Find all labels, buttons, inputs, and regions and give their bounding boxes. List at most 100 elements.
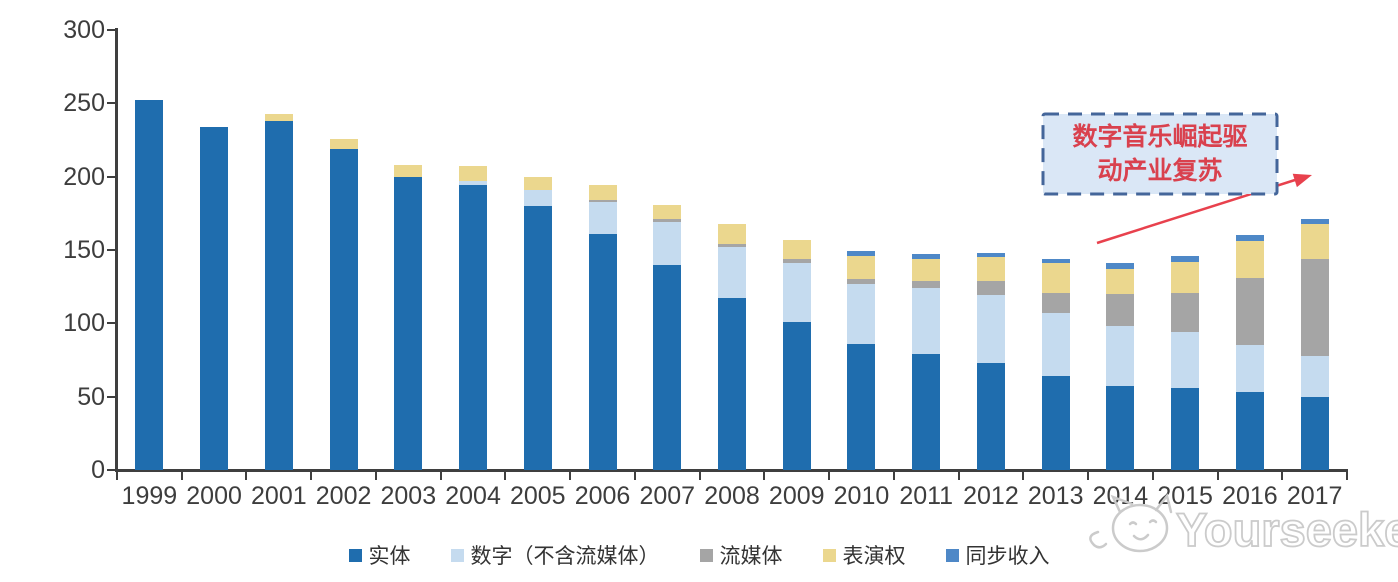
legend-marker bbox=[699, 548, 713, 562]
y-axis-label: 300 bbox=[63, 16, 105, 44]
bar-segment bbox=[329, 138, 358, 149]
bar-segment bbox=[394, 176, 423, 470]
bar-segment bbox=[1300, 396, 1329, 470]
y-axis-tick bbox=[107, 249, 117, 251]
watermark-text: Yourseeker bbox=[1176, 503, 1398, 556]
bar-segment bbox=[1106, 263, 1135, 270]
bar-segment bbox=[847, 283, 876, 344]
x-axis-label: 2011 bbox=[899, 482, 954, 510]
bar-segment bbox=[523, 176, 552, 190]
x-axis-tick bbox=[763, 472, 766, 480]
y-axis-label: 100 bbox=[63, 309, 105, 338]
bar-segment bbox=[394, 164, 423, 177]
x-axis-tick bbox=[1151, 472, 1154, 480]
watermark: Yourseeker bbox=[1089, 493, 1398, 557]
legend-item: 流媒体 bbox=[699, 540, 783, 570]
watermark-logo-icon bbox=[1089, 493, 1173, 553]
legend: 实体 数字（不含流媒体） 流媒体 表演权 同步收入 bbox=[0, 540, 1398, 570]
bar-segment bbox=[912, 288, 941, 355]
bar-segment bbox=[200, 126, 229, 470]
bar-segment bbox=[847, 279, 876, 284]
x-axis-tick bbox=[374, 472, 377, 480]
bar-segment bbox=[1041, 313, 1070, 377]
bar-segment bbox=[653, 219, 682, 223]
legend-label: 表演权 bbox=[842, 545, 906, 568]
x-axis-tick bbox=[1022, 472, 1025, 480]
x-axis-tick bbox=[245, 472, 248, 480]
x-axis-tick bbox=[698, 472, 701, 480]
x-axis-label: 2004 bbox=[445, 482, 501, 510]
annotation-line-1: 数字音乐崛起驱 bbox=[1072, 123, 1248, 151]
bar-segment bbox=[912, 258, 941, 281]
bar-segment bbox=[1171, 387, 1200, 470]
x-axis-label: 2017 bbox=[1286, 482, 1343, 510]
bar-segment bbox=[1171, 292, 1200, 333]
bar-segment bbox=[1300, 223, 1329, 259]
bar-segment bbox=[653, 264, 682, 470]
bar-segment bbox=[1106, 294, 1135, 327]
y-axis-label: 250 bbox=[63, 89, 105, 118]
bar-segment bbox=[1106, 269, 1135, 294]
bar-segment bbox=[588, 185, 617, 201]
bar-segment bbox=[782, 258, 811, 264]
bar-segment bbox=[588, 200, 617, 202]
bar-segment bbox=[1041, 258, 1070, 264]
legend-item: 实体 bbox=[348, 540, 411, 570]
bar-segment bbox=[523, 206, 552, 470]
bar-segment bbox=[1235, 277, 1264, 346]
y-axis-label: 150 bbox=[63, 236, 105, 264]
x-axis-label: 2002 bbox=[315, 482, 372, 510]
y-axis-tick bbox=[107, 175, 117, 178]
bar-segment bbox=[588, 233, 617, 470]
legend-marker bbox=[450, 548, 464, 562]
y-axis-tick bbox=[107, 29, 117, 31]
x-axis-label: 2006 bbox=[574, 482, 631, 510]
x-axis-tick bbox=[116, 472, 118, 480]
bar-segment bbox=[1041, 263, 1070, 293]
bar-segment bbox=[1300, 219, 1329, 224]
x-axis-tick bbox=[892, 472, 895, 480]
x-axis-tick bbox=[1216, 472, 1219, 480]
x-axis-tick bbox=[633, 472, 636, 480]
annotation-border bbox=[1041, 112, 1279, 196]
bar-segment bbox=[653, 204, 682, 220]
bar-segment bbox=[912, 354, 941, 470]
y-axis-label: 200 bbox=[63, 162, 105, 191]
bar-segment bbox=[1106, 326, 1135, 387]
bar-segment bbox=[1041, 292, 1070, 314]
legend-item: 表演权 bbox=[822, 540, 906, 570]
bar-segment bbox=[1171, 261, 1200, 293]
bar-segment bbox=[718, 298, 746, 470]
y-axis-tick bbox=[107, 322, 117, 325]
bar-segment bbox=[847, 255, 876, 280]
legend-marker bbox=[348, 548, 362, 562]
bar-segment bbox=[1171, 255, 1200, 262]
x-axis-tick bbox=[1087, 472, 1090, 480]
bar-segment bbox=[847, 343, 876, 470]
bar-segment bbox=[782, 239, 811, 259]
x-axis-tick bbox=[957, 472, 960, 480]
bar-segment bbox=[1041, 376, 1070, 470]
bar-segment bbox=[523, 189, 552, 206]
bar-segment bbox=[976, 280, 1005, 296]
bar-segment bbox=[976, 295, 1005, 363]
legend-marker bbox=[822, 548, 836, 562]
x-axis-tick bbox=[310, 472, 313, 480]
x-axis-tick bbox=[1346, 472, 1348, 480]
legend-item: 同步收入 bbox=[945, 540, 1050, 570]
bar-segment bbox=[1235, 345, 1264, 393]
x-axis-label: 2012 bbox=[963, 482, 1019, 510]
bar-segment bbox=[718, 223, 746, 245]
bar-segment bbox=[588, 201, 617, 234]
x-axis-label: 2013 bbox=[1027, 482, 1084, 510]
bar-segment bbox=[329, 148, 358, 470]
bar-segment bbox=[718, 247, 746, 299]
bar-segment bbox=[459, 166, 488, 182]
annotation-line-2: 动产业复苏 bbox=[1097, 157, 1223, 185]
bar-segment bbox=[135, 100, 164, 470]
y-axis-label: 50 bbox=[77, 382, 105, 411]
legend-label: 数字（不含流媒体） bbox=[470, 545, 660, 568]
legend-label: 流媒体 bbox=[719, 545, 783, 568]
x-axis-tick bbox=[180, 472, 183, 480]
